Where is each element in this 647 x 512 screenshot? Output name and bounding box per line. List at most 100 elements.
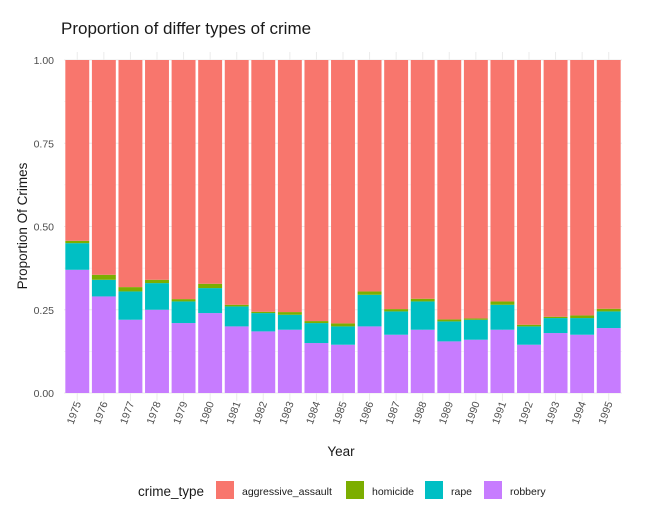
bar-segment-homicide-1982 — [251, 311, 276, 314]
bar-segment-homicide-1994 — [570, 315, 595, 319]
legend-label-homicide: homicide — [372, 486, 414, 498]
x-tick-label: 1977 — [118, 400, 137, 426]
x-tick-label: 1993 — [543, 400, 562, 426]
bar-segment-robbery-1986 — [357, 326, 382, 393]
x-tick-label: 1991 — [490, 400, 509, 426]
y-axis-title: Proportion Of Crimes — [15, 162, 30, 289]
bar-segment-robbery-1995 — [596, 328, 621, 393]
x-tick-label: 1987 — [384, 400, 403, 426]
bar-segment-aggressive_assault-1977 — [118, 60, 143, 288]
bar-segment-rape-1975 — [65, 243, 90, 270]
bar-segment-rape-1981 — [224, 306, 249, 327]
bar-segment-rape-1979 — [171, 301, 196, 324]
bar-segment-rape-1987 — [384, 311, 409, 335]
bar-segment-aggressive_assault-1976 — [91, 60, 116, 275]
bar-segment-aggressive_assault-1993 — [543, 60, 568, 317]
bar-segment-homicide-1976 — [91, 274, 116, 280]
bar-segment-robbery-1978 — [145, 309, 169, 393]
bar-segment-homicide-1990 — [463, 318, 488, 320]
bar-segment-robbery-1993 — [543, 333, 568, 393]
bar-segment-robbery-1980 — [198, 313, 223, 393]
bar-segment-robbery-1977 — [118, 319, 143, 393]
bar-segment-aggressive_assault-1991 — [490, 60, 515, 302]
bar-segment-aggressive_assault-1985 — [331, 60, 355, 324]
bar-segment-aggressive_assault-1978 — [145, 60, 169, 280]
chart-title: Proportion of differ types of crime — [61, 19, 311, 38]
legend: crime_type aggressive_assault homicide rap… — [138, 481, 546, 499]
bar-segment-homicide-1978 — [145, 279, 169, 284]
bar-segment-homicide-1989 — [437, 319, 462, 322]
bar-segment-aggressive_assault-1994 — [570, 60, 595, 316]
bar-segment-homicide-1981 — [224, 304, 249, 307]
bar-segment-rape-1983 — [277, 314, 302, 330]
bar-segment-aggressive_assault-1975 — [65, 60, 90, 241]
bar-segment-aggressive_assault-1988 — [410, 60, 435, 299]
bar-segment-homicide-1993 — [543, 316, 568, 319]
bar-segment-rape-1995 — [596, 311, 621, 329]
x-tick-label: 1992 — [517, 400, 536, 426]
x-tick-label: 1995 — [596, 400, 615, 426]
bar-segment-robbery-1990 — [463, 339, 488, 393]
bar-segment-aggressive_assault-1979 — [171, 60, 196, 300]
x-tick-label: 1994 — [570, 400, 589, 426]
bar-segment-rape-1992 — [517, 326, 541, 345]
bar-segment-rape-1978 — [145, 283, 169, 310]
bar-segment-robbery-1994 — [570, 334, 595, 393]
bar-segment-rape-1980 — [198, 288, 223, 314]
bar-segment-homicide-1984 — [304, 321, 329, 324]
bar-segment-homicide-1992 — [517, 324, 541, 327]
x-tick-label: 1978 — [145, 400, 164, 426]
x-tick-label: 1982 — [251, 400, 270, 426]
bar-segment-homicide-1980 — [198, 283, 223, 289]
bar-segment-rape-1986 — [357, 294, 382, 327]
bar-segment-homicide-1986 — [357, 291, 382, 295]
bar-segment-homicide-1979 — [171, 299, 196, 302]
bar-segment-rape-1991 — [490, 304, 515, 330]
bar-segment-homicide-1983 — [277, 312, 302, 315]
x-axis-title: Year — [327, 444, 355, 459]
bar-segment-robbery-1983 — [277, 329, 302, 393]
bar-segment-rape-1994 — [570, 318, 595, 335]
bar-segment-robbery-1982 — [251, 331, 276, 393]
bar-segment-robbery-1989 — [437, 341, 462, 393]
bar-segment-aggressive_assault-1981 — [224, 60, 249, 305]
bar-segment-rape-1988 — [410, 301, 435, 330]
bar-segment-aggressive_assault-1987 — [384, 60, 409, 310]
y-tick-labels: 0.00 0.25 0.50 0.75 1.00 — [34, 55, 55, 400]
bar-segment-robbery-1987 — [384, 334, 409, 393]
y-tick-label: 0.00 — [34, 388, 55, 400]
bar-segment-aggressive_assault-1983 — [277, 60, 302, 313]
bar-segment-homicide-1991 — [490, 301, 515, 305]
bar-segment-aggressive_assault-1989 — [437, 60, 462, 320]
bar-segment-homicide-1975 — [65, 240, 90, 244]
bar-segment-robbery-1976 — [91, 296, 116, 393]
legend-key-robbery — [484, 481, 502, 499]
bar-segment-aggressive_assault-1984 — [304, 60, 329, 322]
bar-segment-robbery-1975 — [65, 269, 90, 393]
bar-segment-rape-1985 — [331, 326, 355, 345]
bar-segment-aggressive_assault-1990 — [463, 60, 488, 319]
bar-segment-homicide-1987 — [384, 309, 409, 312]
legend-key-aggressive_assault — [216, 481, 234, 499]
x-tick-label: 1986 — [357, 400, 376, 426]
x-tick-label: 1976 — [91, 400, 110, 426]
y-tick-label: 0.25 — [34, 305, 55, 317]
bars — [65, 60, 621, 393]
x-tick-label: 1990 — [463, 400, 482, 426]
bar-segment-robbery-1981 — [224, 326, 249, 393]
legend-label-aggressive_assault: aggressive_assault — [242, 486, 332, 498]
legend-key-rape — [425, 481, 443, 499]
bar-segment-rape-1989 — [437, 321, 462, 342]
bar-segment-robbery-1985 — [331, 344, 355, 393]
x-tick-label: 1989 — [437, 400, 456, 426]
bar-segment-robbery-1979 — [171, 323, 196, 393]
bar-segment-homicide-1988 — [410, 298, 435, 302]
x-tick-label: 1981 — [224, 400, 243, 426]
x-tick-label: 1975 — [65, 400, 84, 426]
bar-segment-aggressive_assault-1982 — [251, 60, 276, 312]
bar-segment-rape-1993 — [543, 318, 568, 334]
x-tick-label: 1979 — [171, 400, 190, 426]
y-tick-label: 0.50 — [34, 222, 55, 234]
bar-segment-rape-1977 — [118, 291, 143, 320]
